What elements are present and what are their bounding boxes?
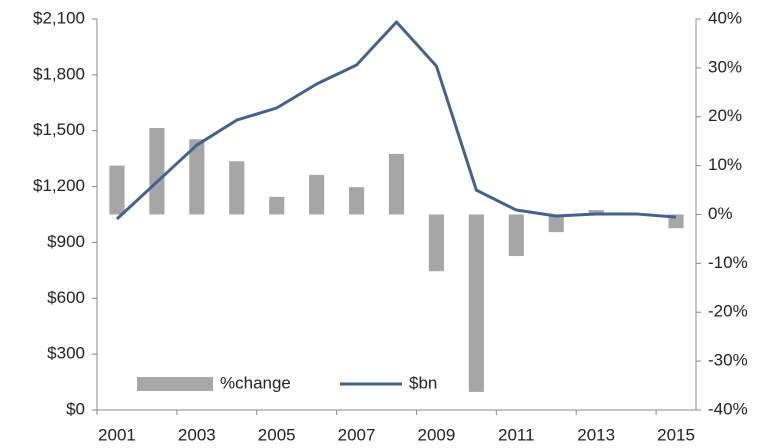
- x-tick-label: 2007: [338, 425, 376, 444]
- x-tick-label: 2015: [657, 425, 695, 444]
- x-tick-label: 2013: [577, 425, 615, 444]
- y-tick-label: $600: [47, 288, 85, 307]
- y2-tick-label: -10%: [708, 253, 748, 272]
- bar: [109, 165, 125, 215]
- bar: [348, 187, 365, 215]
- bar: [588, 210, 604, 215]
- y2-tick-label: 10%: [708, 155, 742, 174]
- y-tick-label: $1,800: [33, 64, 85, 83]
- bar: [548, 214, 564, 233]
- y2-tick-label: -30%: [708, 351, 748, 370]
- line: [115, 20, 677, 221]
- legend-label: %change: [220, 373, 291, 392]
- y2-tick-label: 0%: [708, 204, 733, 223]
- x-tick-label: 2001: [98, 425, 136, 444]
- y2-tick-label: -20%: [708, 302, 748, 321]
- bar: [428, 214, 445, 272]
- bar: [149, 127, 165, 215]
- y-tick-label: $2,100: [33, 8, 85, 27]
- y2-tick-label: 20%: [708, 106, 742, 125]
- bar: [189, 139, 205, 215]
- x-tick-label: 2011: [498, 425, 535, 444]
- bar: [388, 153, 405, 215]
- legend-swatch: [137, 377, 213, 391]
- bar: [508, 214, 524, 257]
- x-tick-label: 2005: [258, 425, 296, 444]
- bar: [468, 214, 484, 392]
- bar: [269, 196, 285, 215]
- y-tick-label: $0: [66, 399, 85, 418]
- x-tick-label: 2003: [178, 425, 216, 444]
- legend-label: $bn: [409, 373, 437, 392]
- bar: [309, 174, 325, 215]
- x-tick-label: 2009: [418, 425, 456, 444]
- y2-tick-label: 40%: [708, 8, 742, 27]
- y2-tick-label: 30%: [708, 57, 742, 76]
- y-tick-label: $1,200: [33, 176, 85, 195]
- y-tick-label: $1,500: [33, 120, 85, 139]
- y2-tick-label: -40%: [708, 399, 748, 418]
- bar: [229, 161, 245, 215]
- y-tick-label: $900: [47, 232, 85, 251]
- y-tick-label: $300: [47, 344, 85, 363]
